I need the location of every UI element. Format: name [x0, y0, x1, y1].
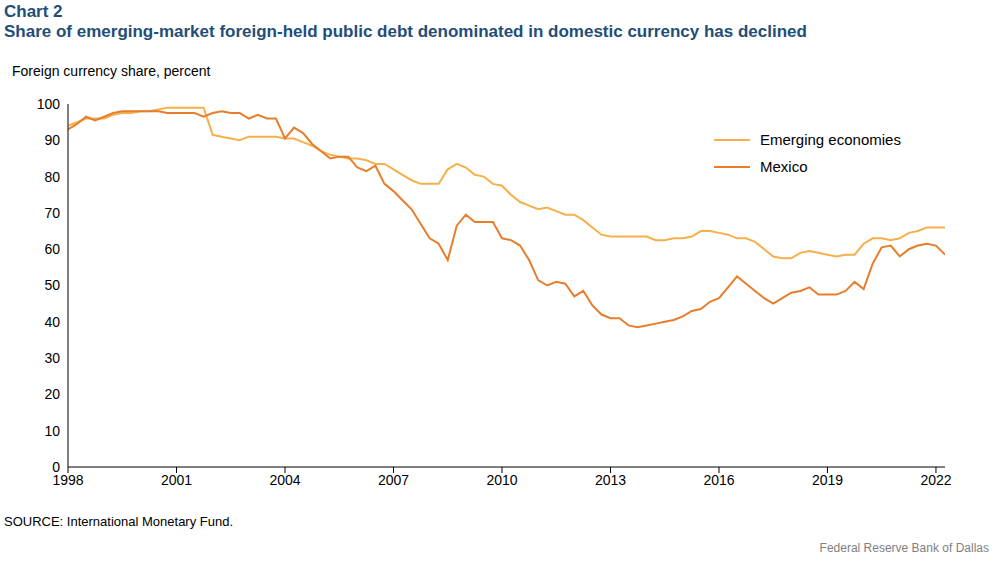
svg-text:70: 70 [44, 205, 60, 221]
svg-text:50: 50 [44, 277, 60, 293]
svg-text:80: 80 [44, 169, 60, 185]
html-text:Mexico: Mexico [760, 158, 808, 175]
svg-text:2007: 2007 [378, 472, 409, 488]
html-text:Federal Reserve Bank of Dallas: Federal Reserve Bank of Dallas [819, 541, 989, 555]
svg-text:90: 90 [44, 132, 60, 148]
html-text:Share of emerging-market forei: Share of emerging-market foreign-held pu… [4, 22, 807, 41]
svg-text:10: 10 [44, 423, 60, 439]
html-text:Emerging economies: Emerging economies [760, 131, 901, 148]
svg-text:2016: 2016 [703, 472, 734, 488]
svg-text:2004: 2004 [269, 472, 300, 488]
svg-text:0: 0 [52, 459, 60, 475]
svg-text:30: 30 [44, 350, 60, 366]
html-text:Chart 2: Chart 2 [4, 2, 63, 21]
svg-text:2013: 2013 [595, 472, 626, 488]
svg-text:2001: 2001 [161, 472, 192, 488]
svg-text:60: 60 [44, 241, 60, 257]
svg-text:1998: 1998 [52, 471, 84, 488]
svg-text:20: 20 [44, 386, 60, 402]
svg-text:2010: 2010 [486, 472, 517, 488]
svg-text:40: 40 [44, 314, 60, 330]
html-text:SOURCE: International Monetary: SOURCE: International Monetary Fund. [4, 514, 234, 529]
svg-text:2019: 2019 [812, 472, 843, 488]
html-text:Foreign currency share, percen: Foreign currency share, percent [12, 63, 211, 79]
svg-text:2022: 2022 [920, 472, 951, 488]
svg-text:100: 100 [37, 96, 61, 112]
